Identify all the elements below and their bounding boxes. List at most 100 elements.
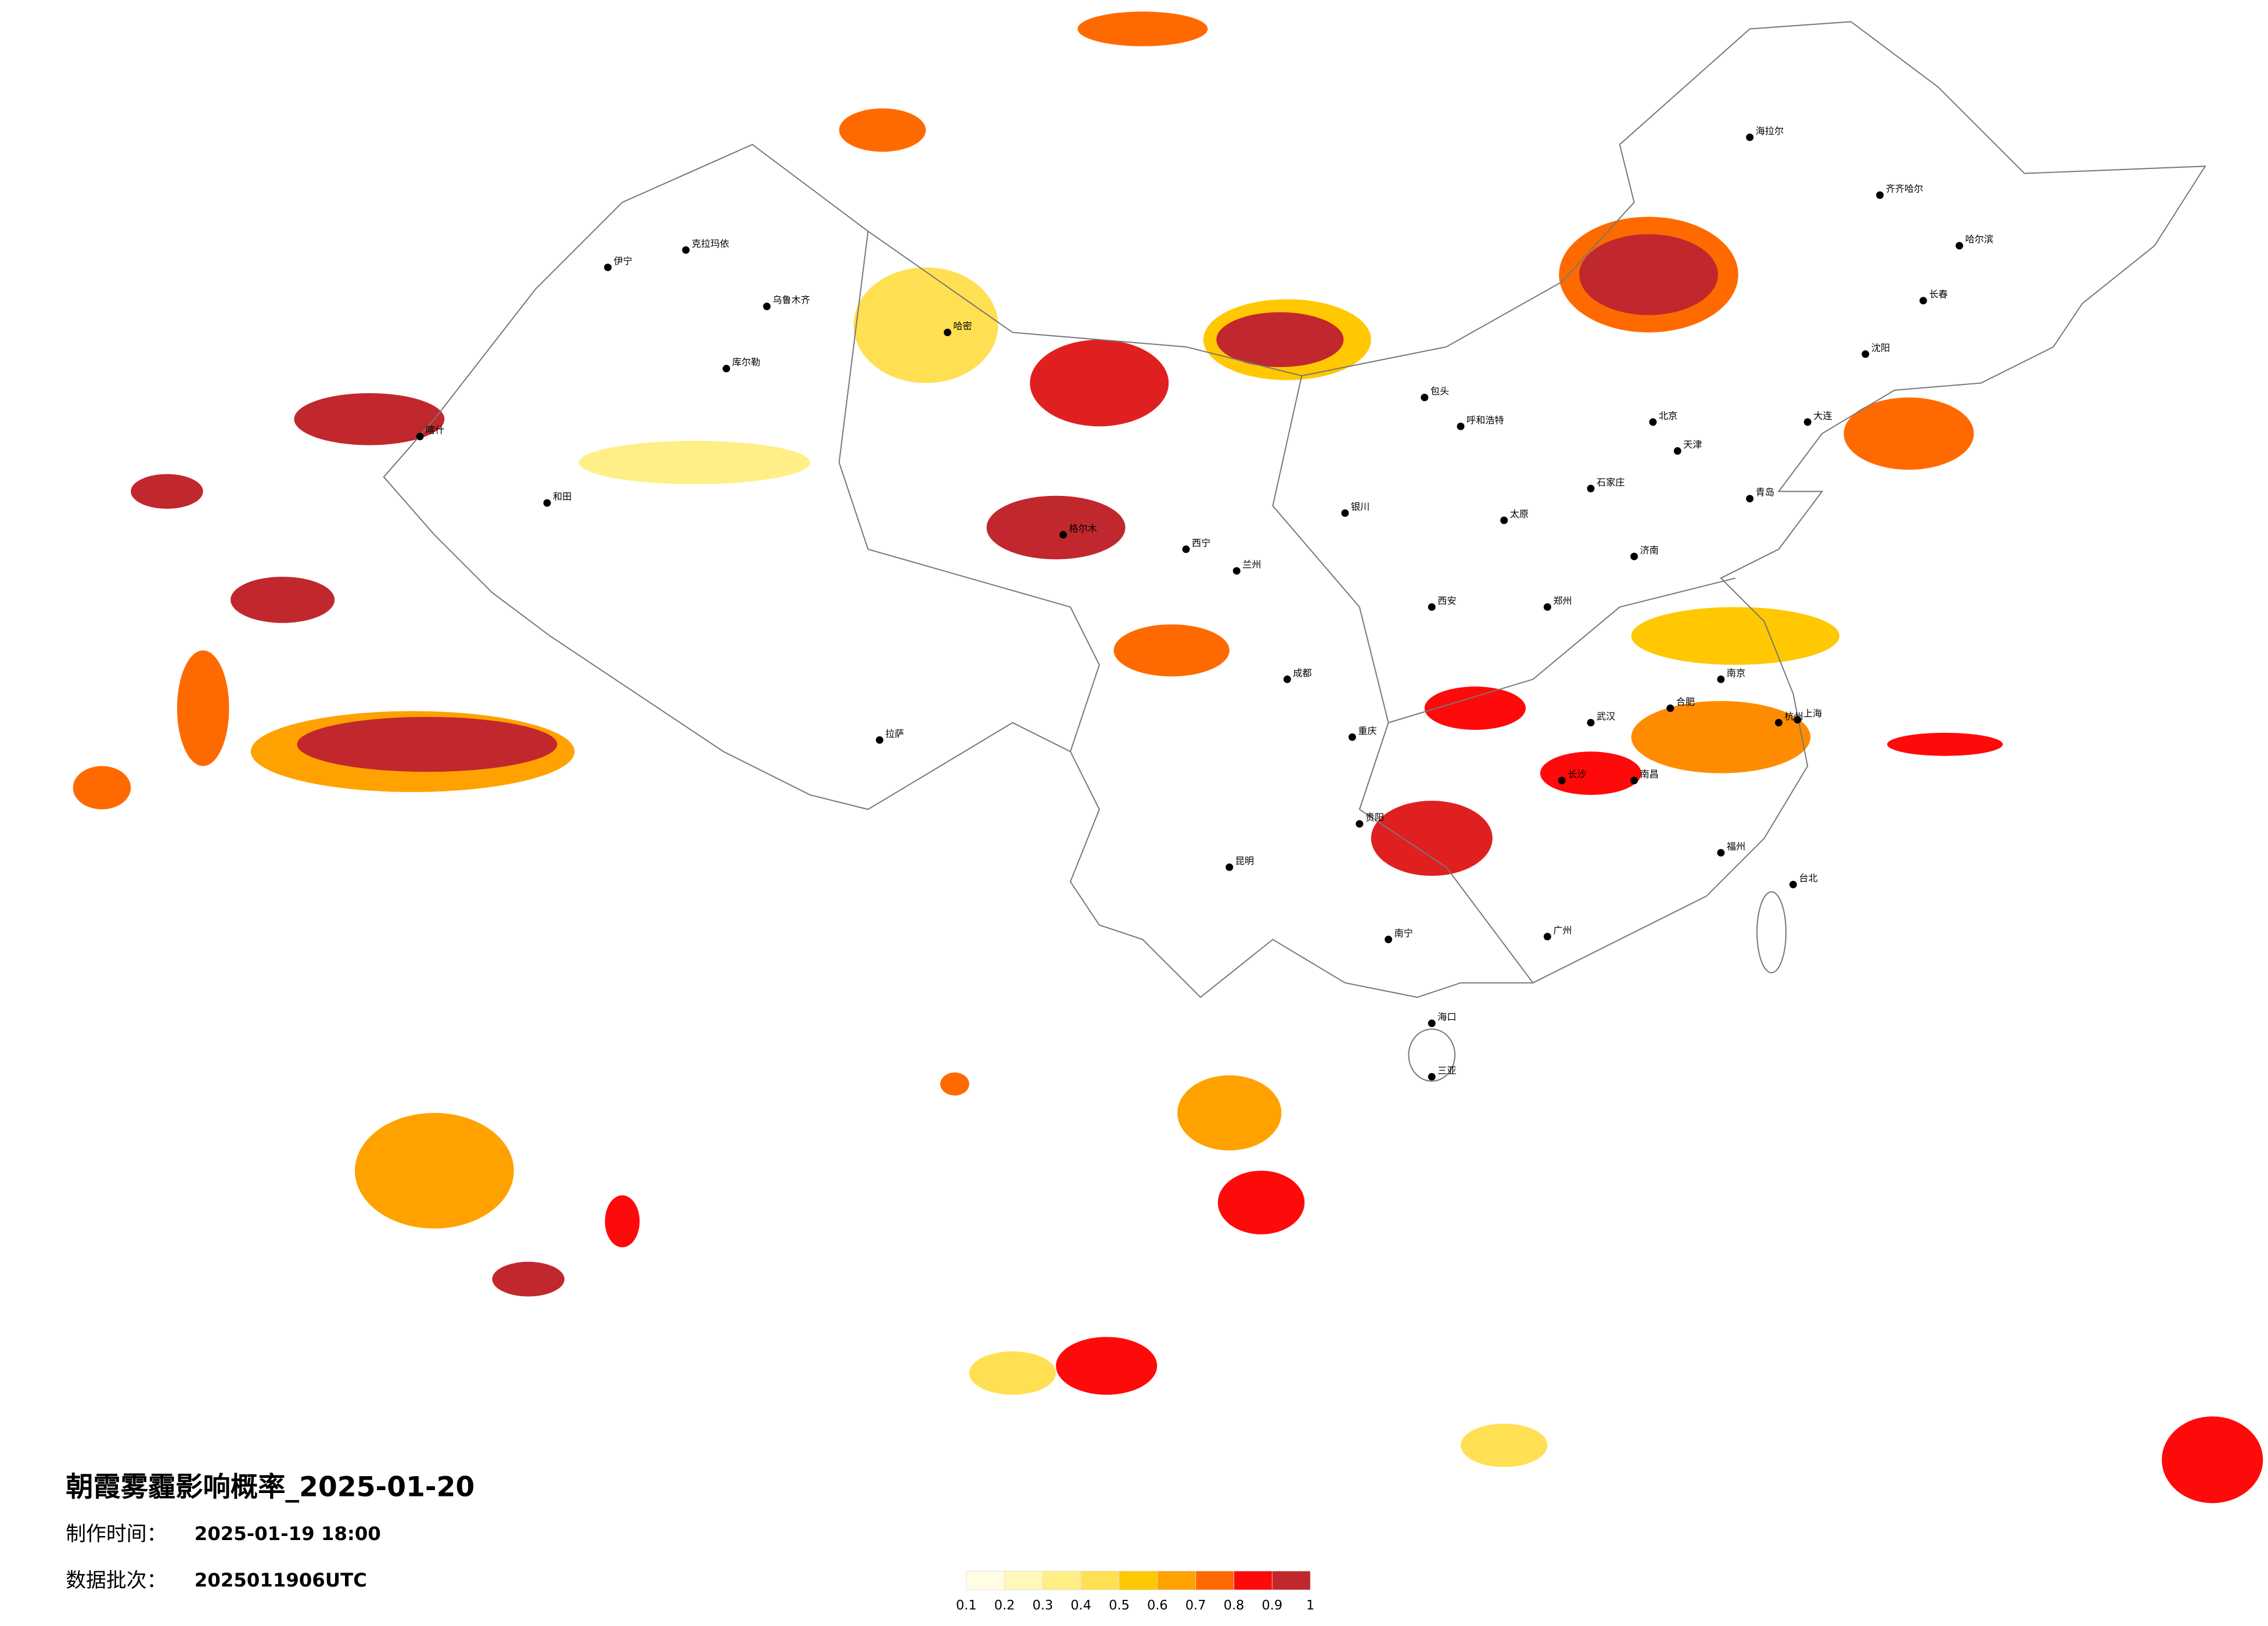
city-label: 沈阳: [1871, 342, 1890, 353]
city-label: 重庆: [1358, 725, 1376, 736]
city-dot: [1059, 531, 1067, 539]
city-label: 兰州: [1242, 559, 1261, 570]
city-label: 北京: [1659, 410, 1677, 421]
china-outline: [383, 21, 2206, 1082]
city-dot: [1803, 418, 1811, 426]
city-label: 南昌: [1640, 769, 1659, 780]
city-label: 呼和浩特: [1467, 415, 1504, 426]
city-label: 喀什: [426, 425, 444, 436]
city-label: 昆明: [1235, 855, 1254, 866]
city-dot: [1956, 242, 1964, 250]
city-label: 西宁: [1192, 537, 1210, 548]
city-label: 乌鲁木齐: [772, 294, 810, 305]
city-label: 台北: [1799, 873, 1817, 884]
city-dot: [1587, 718, 1595, 726]
legend-swatch: [1234, 1571, 1273, 1591]
city-label: 银川: [1351, 501, 1370, 512]
city-label: 贵阳: [1365, 812, 1384, 823]
city-label: 伊宁: [614, 256, 632, 267]
city-dot: [1428, 1019, 1436, 1027]
city-dot: [1428, 603, 1436, 611]
city-dot: [1500, 516, 1508, 524]
city-label: 福州: [1727, 841, 1745, 852]
city-label: 海口: [1437, 1012, 1456, 1023]
city-label: 长沙: [1568, 769, 1586, 780]
city-label: 齐齐哈尔: [1886, 184, 1924, 195]
city-dot: [1348, 733, 1356, 741]
city-label: 南京: [1727, 667, 1745, 678]
legend-tick-label: 1: [1306, 1598, 1314, 1613]
city-label: 和田: [553, 491, 572, 502]
city-label: 石家庄: [1597, 477, 1624, 488]
legend-tick-label: 0.2: [994, 1598, 1015, 1613]
city-dot: [1876, 191, 1884, 199]
legend-tick-label: 0.9: [1262, 1598, 1283, 1613]
city-dot: [763, 303, 771, 311]
city-dot: [1861, 350, 1870, 358]
legend-tick-label: 0.1: [956, 1598, 977, 1613]
city-dot: [1789, 880, 1797, 888]
city-dot: [1717, 848, 1725, 857]
city-dot: [723, 365, 731, 373]
city-dot: [416, 433, 424, 441]
legend-swatch: [966, 1571, 1005, 1591]
legend-swatch: [1004, 1571, 1043, 1591]
city-label: 格尔木: [1069, 523, 1097, 534]
city-label: 天津: [1683, 439, 1702, 450]
city-dot: [1666, 704, 1674, 713]
info-label: 数据批次：: [66, 1569, 167, 1592]
city-dot: [1341, 509, 1349, 517]
info-label: 制作时间：: [66, 1523, 167, 1546]
legend-tick-label: 0.7: [1185, 1598, 1206, 1613]
city-dot: [1356, 820, 1364, 828]
legend-swatch: [1080, 1571, 1120, 1591]
city-label: 成都: [1293, 667, 1311, 678]
city-dot: [1283, 675, 1291, 684]
city-label: 包头: [1430, 386, 1449, 397]
city-dot: [1746, 133, 1754, 141]
city-label: 哈密: [953, 321, 972, 332]
legend-tick-label: 0.4: [1070, 1598, 1091, 1613]
city-label: 太原: [1510, 509, 1529, 520]
legend-swatch: [1043, 1571, 1081, 1591]
city-dot: [1630, 552, 1638, 560]
city-dot: [543, 499, 551, 507]
city-label: 大连: [1813, 410, 1832, 421]
city-dot: [682, 246, 690, 254]
city-dot: [1421, 393, 1429, 401]
city-label: 上海: [1803, 708, 1822, 719]
info-value: 2025011906UTC: [195, 1569, 367, 1591]
city-dot: [1649, 418, 1657, 426]
city-dot: [1630, 776, 1638, 785]
city-label: 武汉: [1597, 711, 1615, 722]
city-label: 济南: [1640, 545, 1659, 556]
legend-swatch: [1157, 1571, 1196, 1591]
city-dot: [1775, 718, 1783, 726]
city-dot: [1919, 297, 1927, 305]
map-title: 朝霞雾霾影响概率_2025-01-20: [66, 1472, 475, 1503]
legend-tick-label: 0.6: [1147, 1598, 1168, 1613]
city-dot: [1587, 484, 1595, 492]
city-dot: [1793, 715, 1802, 724]
city-dot: [1717, 675, 1725, 684]
city-dot: [1385, 936, 1393, 944]
city-label: 广州: [1553, 924, 1572, 936]
city-dot: [1673, 447, 1681, 455]
legend-swatch: [1271, 1571, 1311, 1591]
legend-tick-label: 0.3: [1033, 1598, 1054, 1613]
city-label: 哈尔滨: [1965, 234, 1993, 245]
city-label: 杭州: [1785, 711, 1803, 722]
legend-swatch: [1119, 1571, 1158, 1591]
city-label: 克拉玛依: [692, 238, 729, 249]
city-dot: [1558, 776, 1566, 785]
city-dot: [1232, 567, 1241, 575]
city-dot: [1543, 603, 1551, 611]
city-dot: [1457, 422, 1465, 430]
probability-field: [73, 11, 2263, 1503]
city-label: 南宁: [1394, 927, 1413, 938]
city-label: 青岛: [1756, 487, 1774, 498]
city-label: 海拉尔: [1756, 125, 1784, 136]
city-label: 库尔勒: [732, 357, 760, 368]
